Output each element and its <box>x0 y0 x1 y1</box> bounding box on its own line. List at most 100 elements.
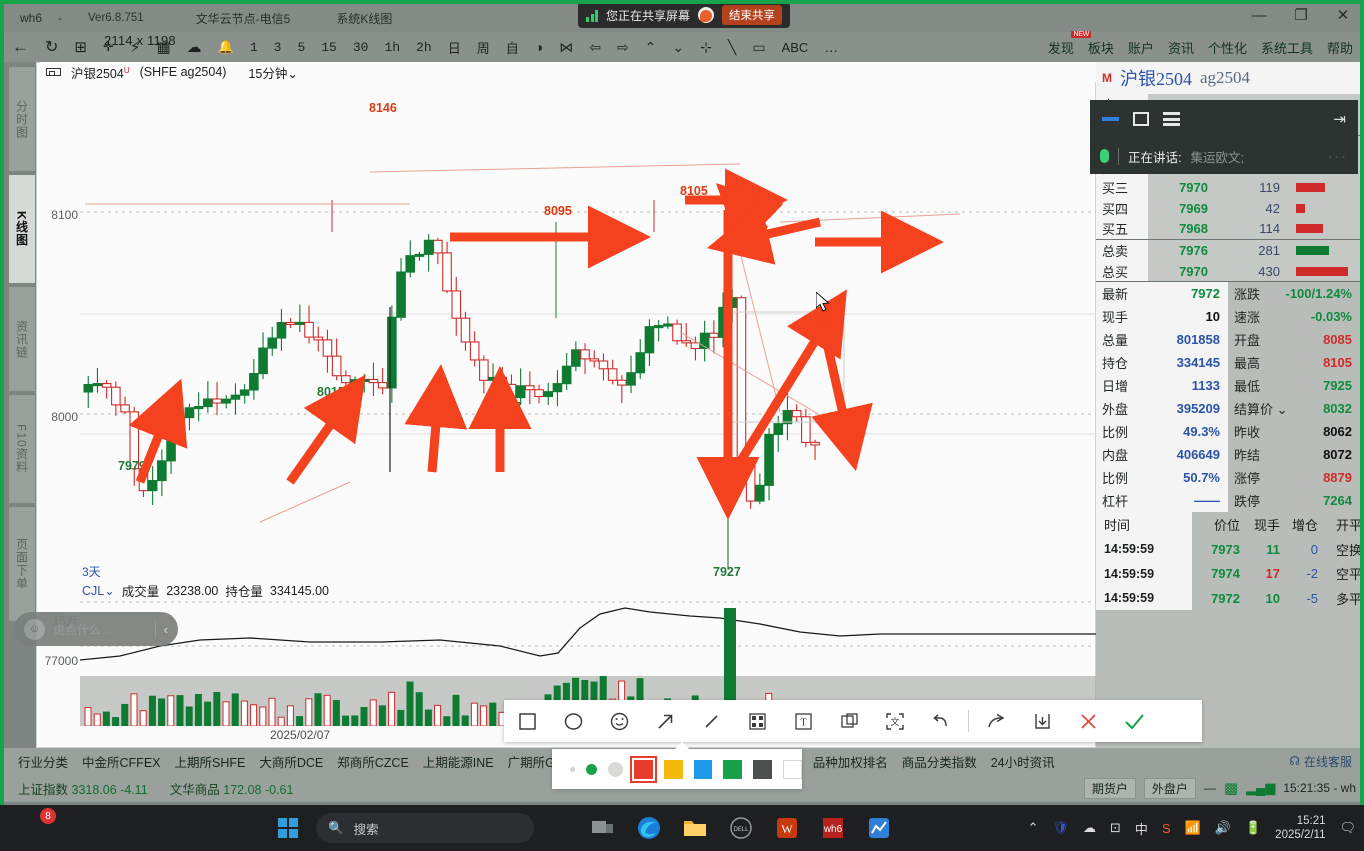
insert-icon[interactable]: ⊹ <box>700 38 712 55</box>
wifi-icon[interactable]: 📶 <box>1184 820 1201 835</box>
nav-24h-news[interactable]: 24小时资讯 <box>990 755 1055 770</box>
period-2h[interactable]: 2h <box>416 39 432 55</box>
orderbook-row[interactable]: 总卖 7976 281 <box>1096 240 1360 261</box>
save-icon[interactable] <box>1019 700 1065 742</box>
period-custom[interactable]: 自 <box>505 41 519 57</box>
split-view-icon[interactable]: ◑ <box>534 39 544 55</box>
nav-industry[interactable]: 行业分类 <box>18 755 69 770</box>
comment-widget[interactable]: ☺ 说点什么... ‹ <box>14 612 178 646</box>
orderbook-row[interactable]: 买四 7969 42 <box>1096 197 1360 219</box>
ime-language-icon[interactable]: 中 <box>1134 821 1148 837</box>
orderbook-row[interactable]: 买五 7968 114 <box>1096 218 1360 240</box>
onedrive-cloud-icon[interactable]: ☁ <box>1083 820 1097 835</box>
index-sse[interactable]: 上证指数 3318.06 -4.11 <box>18 782 148 797</box>
more-dots-icon[interactable]: ··· <box>1328 148 1348 164</box>
expand-icon[interactable]: ⇥ <box>1333 111 1346 128</box>
rectangle-tool-icon[interactable] <box>504 700 550 742</box>
next-icon[interactable]: ⇨ <box>616 38 629 55</box>
trendline-icon[interactable]: ╲ <box>727 38 737 55</box>
sidebar-item-kline[interactable]: K线图 <box>8 174 36 284</box>
back-icon[interactable]: ← <box>12 37 29 56</box>
ocr-tool-icon[interactable]: 文 <box>872 700 918 742</box>
sogou-icon[interactable]: S <box>1161 820 1171 836</box>
menu-system-tools[interactable]: 系统工具 <box>1260 40 1313 56</box>
nav-ine[interactable]: 上期能源INE <box>422 755 494 770</box>
taskview-icon[interactable] <box>580 805 626 851</box>
color-swatch-blue[interactable] <box>693 759 713 779</box>
end-share-button[interactable]: 结束共享 <box>722 5 783 25</box>
period-week[interactable]: 周 <box>476 41 490 57</box>
ticker-row[interactable]: 14:59:59 7973 11 0 空换 <box>1096 536 1362 562</box>
emoji-tool-icon[interactable] <box>596 700 642 742</box>
size-sm-dot[interactable] <box>585 763 597 775</box>
window-icon[interactable] <box>1133 112 1149 126</box>
sidebar-item-order[interactable]: 页面下单 <box>8 506 36 622</box>
period-day[interactable]: 日 <box>447 41 461 57</box>
menu-help[interactable]: 帮助 <box>1326 40 1353 56</box>
notifications-icon[interactable]: 🗨 <box>1339 820 1356 835</box>
scroll-down-icon[interactable]: ⌄ <box>672 38 685 55</box>
touchpad-icon[interactable]: ⊡ <box>1110 820 1121 835</box>
chart-app-icon[interactable] <box>856 805 902 851</box>
prev-icon[interactable]: ⇦ <box>589 38 601 55</box>
ticker-row[interactable]: 14:59:59 7972 10 -5 多平 <box>1096 585 1362 611</box>
menu-discover[interactable]: 发现 NEW <box>1047 30 1091 56</box>
nav-shfe[interactable]: 上期所SHFE <box>174 755 246 770</box>
menu-sector[interactable]: 板块 <box>1087 40 1114 56</box>
grid-layout-icon[interactable]: ⊞ <box>74 39 87 56</box>
alarm-bell-icon[interactable]: 🔔 <box>217 39 234 54</box>
period-5[interactable]: 5 <box>297 39 306 55</box>
size-md-dot[interactable] <box>607 761 623 777</box>
sidebar-item-newschain[interactable]: 资讯链 <box>8 286 36 392</box>
sidebar-item-f10[interactable]: F10资料 <box>8 394 36 504</box>
lightning-icon[interactable]: ⚡ <box>129 39 141 56</box>
nav-weighted-ranking[interactable]: 品种加权排名 <box>812 755 888 770</box>
orderbook-row[interactable]: 总买 7970 430 <box>1096 260 1360 282</box>
scroll-up-icon[interactable]: ⌃ <box>644 38 657 55</box>
sidebar-item-timechart[interactable]: 分时图 <box>8 66 36 172</box>
wps-icon[interactable]: W <box>764 805 810 851</box>
size-xs-dot[interactable] <box>570 766 575 772</box>
period-1[interactable]: 1 <box>249 39 258 55</box>
edge-icon[interactable] <box>626 805 672 851</box>
ellipse-tool-icon[interactable] <box>550 700 596 742</box>
minimize-icon[interactable] <box>1102 117 1119 121</box>
system-kline-tab[interactable]: 系统K线图 <box>336 11 393 26</box>
color-swatch-green[interactable] <box>723 759 743 779</box>
comment-placeholder[interactable]: 说点什么... <box>53 622 112 637</box>
menu-news[interactable]: 资讯 <box>1167 40 1194 56</box>
maximize-button[interactable]: ❐ <box>1294 7 1308 24</box>
text-abc-icon[interactable]: ABC <box>781 39 809 55</box>
period-1h[interactable]: 1h <box>384 39 401 55</box>
close-icon[interactable] <box>1065 700 1111 742</box>
collapse-icon[interactable]: ‹ <box>163 621 168 637</box>
taskbar-clock[interactable]: 15:21 2025/2/11 <box>1275 814 1325 842</box>
battery-icon[interactable]: 🔋 <box>1244 820 1262 835</box>
color-swatch-darkgray[interactable] <box>753 759 773 779</box>
volume-indicator-selector[interactable]: CJL⌄ <box>82 584 115 598</box>
menu-personalize[interactable]: 个性化 <box>1207 40 1247 56</box>
text-tool-icon[interactable]: T <box>780 700 826 742</box>
candlestick-plot[interactable] <box>80 82 1096 582</box>
microphone-icon[interactable] <box>1100 149 1109 163</box>
confirm-icon[interactable] <box>1111 700 1157 742</box>
online-support-link[interactable]: ☊ 在线客服 <box>1289 754 1352 769</box>
security-shield-icon[interactable]: 🛡 <box>1052 820 1070 835</box>
compare-icon[interactable]: ⋈ <box>559 38 574 55</box>
nav-czce[interactable]: 郑商所CZCE <box>337 755 409 770</box>
futures-account-button[interactable]: 期货户 <box>1083 777 1136 799</box>
volume-icon[interactable]: 🔊 <box>1214 820 1231 835</box>
refresh-icon[interactable]: ↻ <box>45 39 59 56</box>
undo-icon[interactable] <box>918 700 964 742</box>
stamp-tool-icon[interactable] <box>826 700 872 742</box>
dell-icon[interactable]: DELL <box>718 805 764 851</box>
share-icon[interactable] <box>973 700 1019 742</box>
color-swatch-white[interactable] <box>783 759 802 779</box>
nav-cffex[interactable]: 中金所CFFEX <box>82 755 161 770</box>
index-whcommodity[interactable]: 文华商品 172.08 -0.61 <box>169 782 294 797</box>
period-3[interactable]: 3 <box>273 39 282 55</box>
menu-account[interactable]: 账户 <box>1127 40 1154 56</box>
nav-category-index[interactable]: 商品分类指数 <box>901 755 977 770</box>
search-input[interactable]: 🔍 搜索 <box>316 813 534 843</box>
multi-chart-icon[interactable]: ▦ <box>156 39 171 56</box>
